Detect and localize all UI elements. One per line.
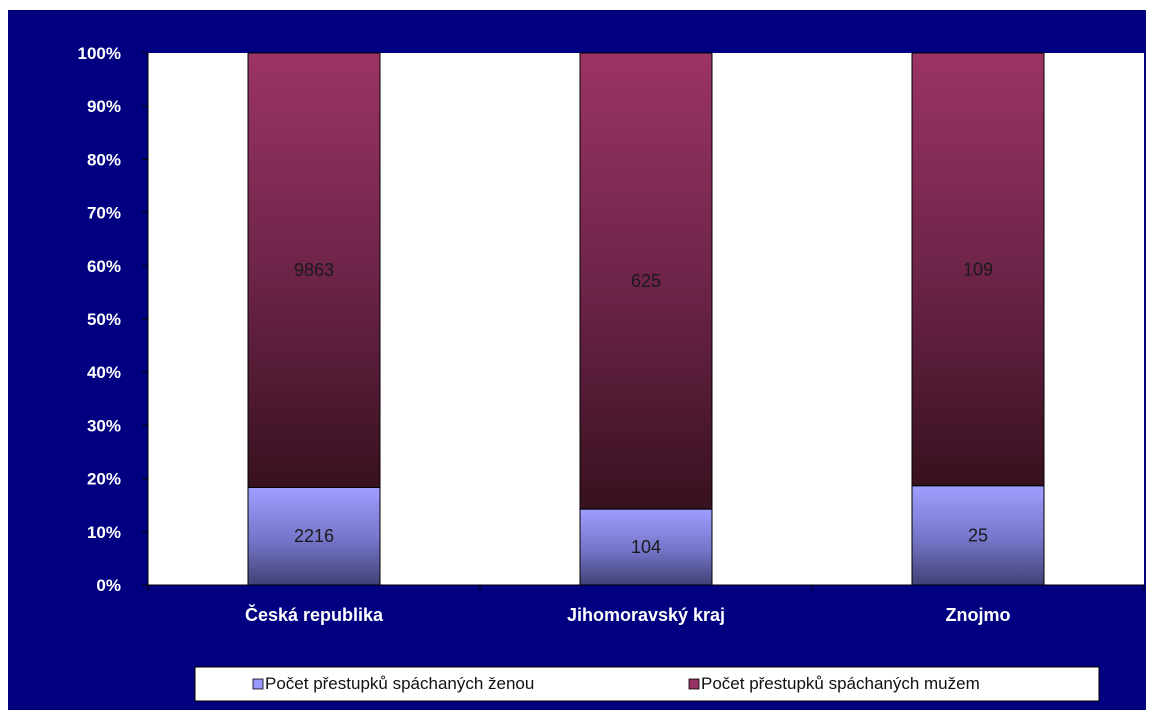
y-axis: 0% 10% 20% 30% 40% 50% 60% 70% 80% 90% 100% [78, 44, 149, 595]
bar-segment [247, 486, 381, 586]
bar-segment [579, 52, 713, 510]
y-tick-label: 70% [87, 204, 121, 223]
bars [247, 52, 1045, 586]
data-labels: 2216 9863 104 625 25 109 [294, 259, 993, 557]
y-tick-label: 10% [87, 523, 121, 542]
legend-label-men: Počet přestupků spáchaných mužem [701, 674, 980, 693]
x-category-label: Znojmo [946, 605, 1011, 625]
y-tick-label: 60% [87, 257, 121, 276]
data-label: 9863 [294, 260, 334, 280]
y-tick-label: 50% [87, 310, 121, 329]
y-tick-label: 40% [87, 363, 121, 382]
bar-segment [911, 485, 1045, 586]
bar-segment [911, 52, 1045, 487]
legend: Počet přestupků spáchaných ženou Počet p… [194, 666, 1100, 702]
data-label: 25 [968, 525, 988, 545]
y-tick-label: 80% [87, 150, 121, 169]
data-label: 109 [963, 259, 993, 279]
data-label: 625 [631, 271, 661, 291]
y-tick-label: 30% [87, 416, 121, 435]
x-category-label: Jihomoravský kraj [567, 605, 725, 625]
bar-segment [247, 52, 381, 488]
legend-box [194, 666, 1100, 702]
y-tick-label: 20% [87, 470, 121, 489]
legend-swatch-men [688, 678, 700, 690]
x-axis: Česká republika Jihomoravský kraj Znojmo [147, 584, 1145, 625]
legend-swatch-women [252, 678, 264, 690]
y-tick-label: 0% [96, 576, 121, 595]
data-label: 104 [631, 537, 661, 557]
x-category-label: Česká republika [245, 604, 384, 625]
y-tick-label: 100% [78, 44, 121, 63]
bar-segment [579, 508, 713, 586]
y-tick-label: 90% [87, 97, 121, 116]
data-label: 2216 [294, 526, 334, 546]
legend-label-women: Počet přestupků spáchaných ženou [265, 674, 534, 693]
